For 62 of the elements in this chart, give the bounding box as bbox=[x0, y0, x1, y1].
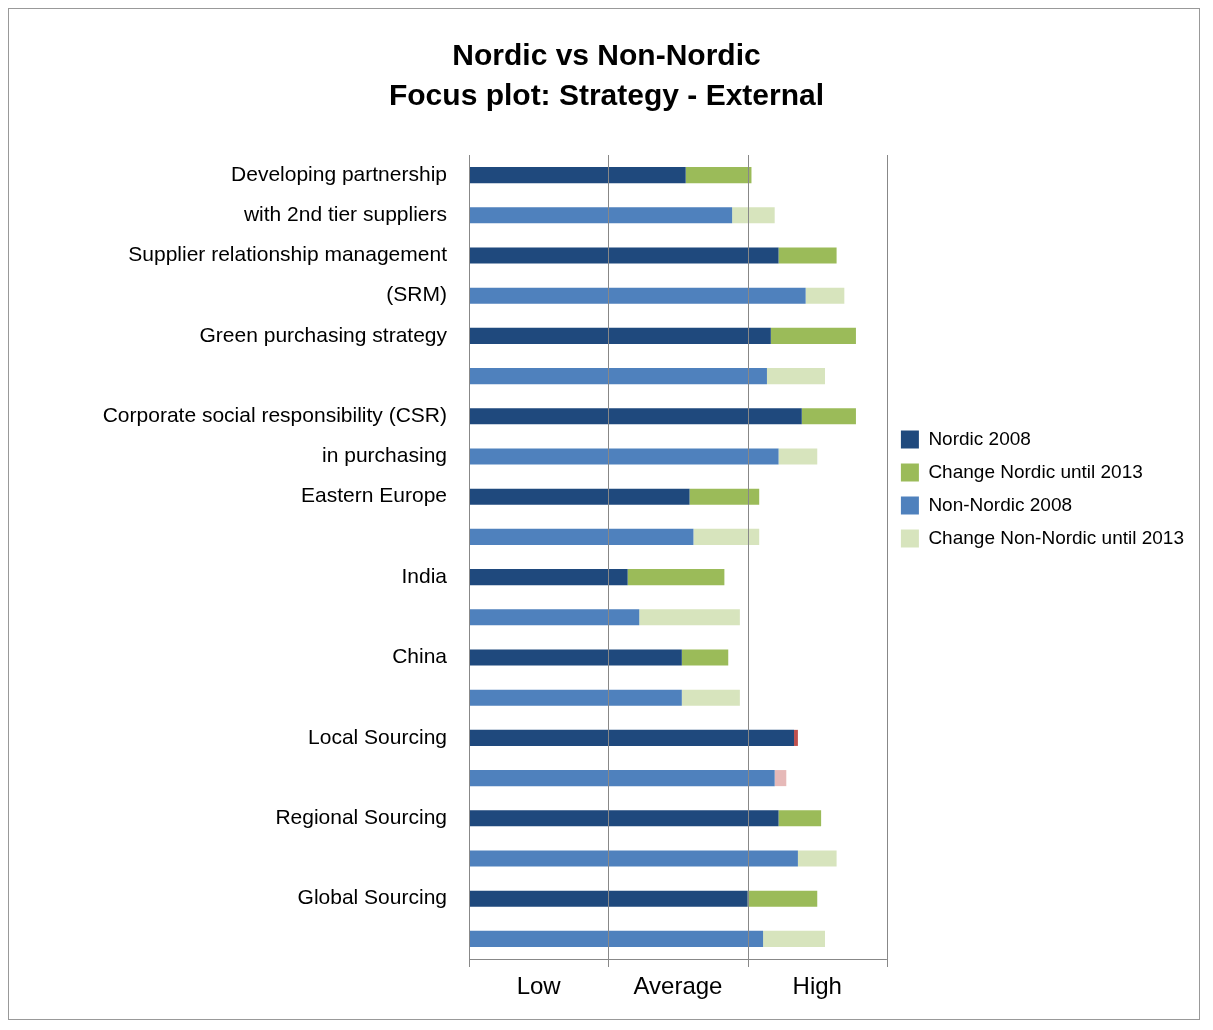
bar bbox=[681, 649, 729, 666]
bar bbox=[469, 569, 628, 586]
y-tick-label: Developing partnership bbox=[231, 161, 447, 185]
bar bbox=[469, 327, 771, 344]
y-tick-label: Corporate social responsibility (CSR) bbox=[102, 403, 447, 427]
bar bbox=[627, 569, 725, 586]
bar bbox=[469, 528, 694, 545]
bar bbox=[797, 850, 837, 867]
bar bbox=[469, 247, 779, 264]
bar bbox=[469, 207, 733, 224]
bar bbox=[469, 287, 806, 304]
text: Low bbox=[516, 971, 562, 999]
bar bbox=[681, 689, 740, 706]
bar bbox=[689, 488, 760, 505]
bar bbox=[469, 609, 640, 626]
y-tick-label: Regional Sourcing bbox=[275, 805, 447, 829]
bar bbox=[469, 810, 779, 827]
bar bbox=[732, 207, 775, 224]
chart-title: Nordic vs Non-Nordic bbox=[452, 38, 761, 72]
bar bbox=[469, 689, 682, 706]
bar bbox=[774, 770, 787, 787]
bar bbox=[469, 649, 682, 666]
y-tick-label: Eastern Europe bbox=[301, 483, 447, 507]
y-tick-label: Supplier relationship management bbox=[128, 242, 448, 266]
bar bbox=[469, 850, 798, 867]
y-tick-label: Global Sourcing bbox=[297, 885, 447, 909]
bar bbox=[639, 609, 740, 626]
y-tick-label: India bbox=[401, 563, 448, 587]
y-tick-label: Local Sourcing bbox=[308, 724, 447, 748]
legend-label: Non-Nordic 2008 bbox=[928, 493, 1073, 515]
bar bbox=[469, 488, 690, 505]
bar bbox=[778, 247, 837, 264]
y-tick-label: (SRM) bbox=[386, 282, 447, 306]
y-tick-label: with 2nd tier suppliers bbox=[242, 202, 447, 226]
bar bbox=[778, 810, 822, 827]
bar bbox=[469, 368, 767, 385]
bar bbox=[469, 930, 764, 947]
bar bbox=[747, 890, 818, 907]
bar bbox=[805, 287, 845, 304]
bar bbox=[770, 327, 856, 344]
text: High bbox=[792, 971, 842, 999]
y-tick-label: China bbox=[392, 644, 448, 668]
bar bbox=[469, 448, 779, 465]
bar bbox=[801, 408, 856, 425]
bar bbox=[778, 448, 818, 465]
bar bbox=[469, 770, 775, 787]
legend-label: Change Nordic until 2013 bbox=[928, 460, 1143, 482]
bar bbox=[766, 368, 825, 385]
text: Average bbox=[633, 971, 723, 999]
bar bbox=[794, 729, 798, 746]
bar bbox=[469, 408, 802, 425]
bar bbox=[469, 729, 795, 746]
bar bbox=[469, 890, 748, 907]
bar bbox=[763, 930, 825, 947]
bar bbox=[693, 528, 760, 545]
bar bbox=[685, 167, 752, 184]
y-tick-label: in purchasing bbox=[322, 443, 447, 467]
bar bbox=[469, 167, 686, 184]
legend-label: Change Non-Nordic until 2013 bbox=[928, 526, 1185, 548]
y-tick-label: Green purchasing strategy bbox=[199, 322, 448, 346]
chart-subtitle: Focus plot: Strategy - External bbox=[388, 78, 825, 112]
legend-label: Nordic 2008 bbox=[928, 427, 1031, 449]
